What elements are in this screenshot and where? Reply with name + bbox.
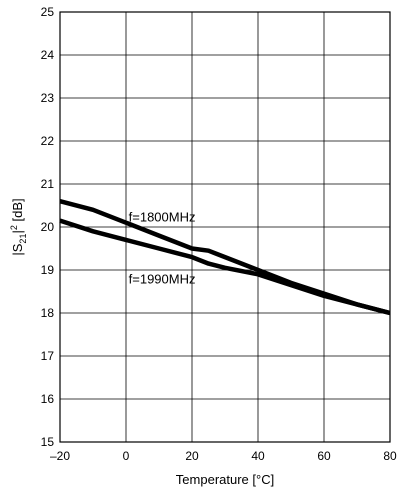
y-tick-label: 17 (41, 349, 55, 363)
series-line-1 (60, 201, 390, 313)
series-group (60, 201, 390, 313)
y-tick-label: 21 (41, 177, 55, 191)
y-tick-label: 15 (41, 435, 55, 449)
x-tick-label: 40 (251, 449, 265, 463)
y-tick-label: 20 (41, 220, 55, 234)
x-tick-label: 0 (123, 449, 130, 463)
x-tick-label: 80 (383, 449, 397, 463)
x-tick-label: –20 (50, 449, 70, 463)
grid (60, 12, 390, 442)
series-line-2 (60, 221, 390, 313)
y-axis-label-subscript: 21 (18, 234, 28, 244)
x-axis-label: Temperature [°C] (176, 472, 274, 487)
series-annotation-2: f=1990MHz (129, 272, 196, 287)
y-tick-label: 16 (41, 392, 55, 406)
y-tick-label: 25 (41, 5, 55, 19)
series-annotation-1: f=1800MHz (129, 209, 196, 224)
x-tick-label: 60 (317, 449, 331, 463)
y-tick-label: 18 (41, 306, 55, 320)
y-axis-label-suffix: [dB] (10, 198, 25, 225)
y-tick-label: 23 (41, 91, 55, 105)
y-axis-label-prefix: |S (10, 243, 25, 255)
y-tick-label: 22 (41, 134, 55, 148)
y-tick-label: 24 (41, 48, 55, 62)
x-tick-label: 20 (185, 449, 199, 463)
y-axis-label: |S21|2 [dB] (9, 198, 28, 255)
tick-labels: –20 0 20 40 60 80 15 16 17 18 19 20 21 22 23 24 25 (41, 5, 397, 463)
y-tick-label: 19 (41, 263, 55, 277)
